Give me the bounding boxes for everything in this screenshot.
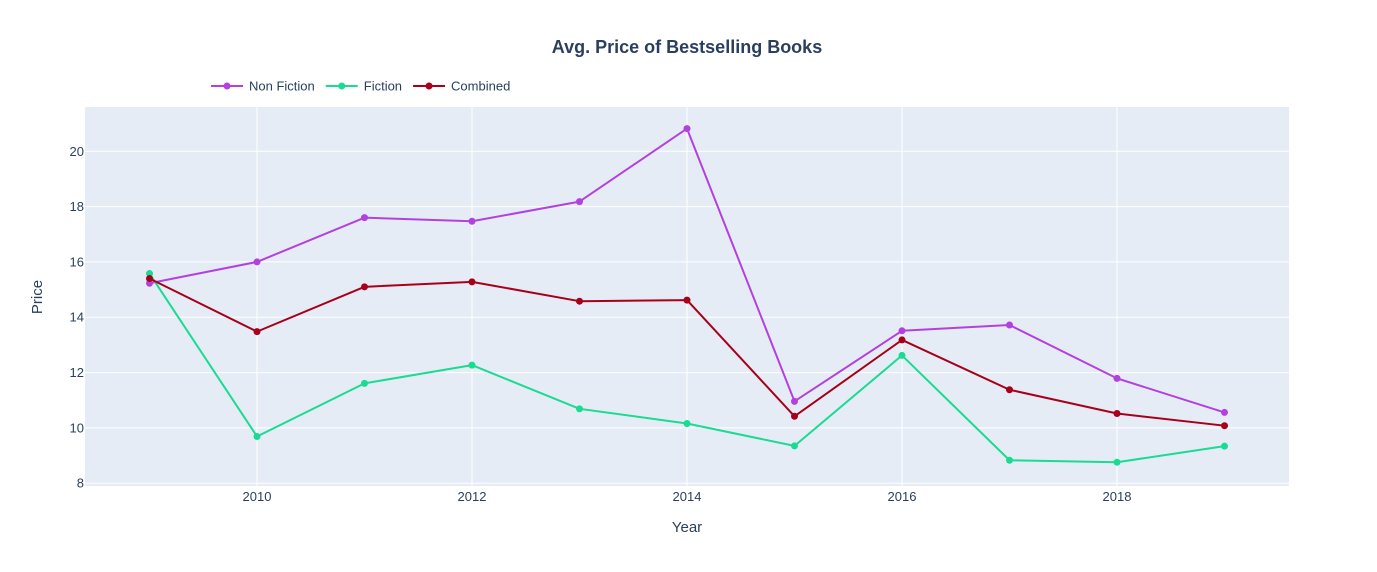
- data-point-combined[interactable]: [791, 412, 798, 420]
- legend-item-non-fiction[interactable]: Non Fiction: [211, 79, 315, 94]
- data-point-combined[interactable]: [683, 296, 691, 304]
- data-point-combined[interactable]: [1221, 422, 1228, 430]
- y-tick-label: 20: [70, 144, 84, 159]
- data-point-fiction[interactable]: [468, 361, 476, 369]
- data-point-fiction[interactable]: [253, 432, 261, 440]
- y-tick-label: 16: [70, 254, 84, 269]
- data-point-non-fiction[interactable]: [468, 217, 476, 225]
- data-point-non-fiction[interactable]: [898, 327, 906, 335]
- legend-marker-non-fiction: [223, 82, 231, 90]
- data-point-combined[interactable]: [1006, 386, 1013, 394]
- data-point-fiction[interactable]: [1006, 456, 1013, 464]
- data-point-fiction[interactable]: [1113, 458, 1121, 466]
- gridlines: [85, 107, 1289, 486]
- data-point-fiction[interactable]: [683, 419, 691, 427]
- y-tick-label: 8: [77, 476, 84, 491]
- legend-label-fiction: Fiction: [364, 79, 402, 94]
- data-point-non-fiction[interactable]: [1221, 408, 1228, 416]
- data-point-non-fiction[interactable]: [361, 214, 368, 222]
- data-point-combined[interactable]: [253, 328, 261, 336]
- legend-marker-fiction: [338, 82, 346, 90]
- x-axis-title: Year: [672, 519, 702, 536]
- data-point-combined[interactable]: [898, 336, 906, 344]
- legend: Non Fiction Fiction Combined: [211, 79, 510, 94]
- series-non-fiction: [146, 125, 1228, 416]
- data-point-combined[interactable]: [576, 297, 583, 305]
- data-point-combined[interactable]: [146, 275, 153, 283]
- data-point-non-fiction[interactable]: [683, 125, 691, 133]
- x-tick-label: 2016: [888, 489, 917, 504]
- legend-label-combined: Combined: [451, 79, 510, 94]
- y-tick-label: 12: [70, 365, 84, 380]
- x-tick-label: 2018: [1103, 489, 1132, 504]
- legend-marker-combined: [425, 82, 433, 90]
- y-tick-label: 18: [70, 199, 84, 214]
- legend-item-fiction[interactable]: Fiction: [325, 79, 402, 94]
- data-point-fiction[interactable]: [576, 405, 583, 413]
- x-tick-label: 2012: [458, 489, 487, 504]
- y-axis-title: Price: [29, 280, 46, 314]
- data-point-non-fiction[interactable]: [791, 397, 798, 405]
- series-layer: [146, 125, 1228, 466]
- chart-title: Avg. Price of Bestselling Books: [552, 37, 822, 57]
- data-point-non-fiction[interactable]: [1006, 321, 1013, 329]
- data-point-combined[interactable]: [361, 283, 368, 291]
- data-point-fiction[interactable]: [898, 351, 906, 359]
- legend-label-non-fiction: Non Fiction: [249, 79, 315, 94]
- legend-item-combined[interactable]: Combined: [413, 79, 510, 94]
- data-point-fiction[interactable]: [361, 379, 368, 387]
- data-point-combined[interactable]: [1113, 410, 1121, 418]
- x-tick-label: 2010: [243, 489, 272, 504]
- y-tick-label: 10: [70, 420, 84, 435]
- data-point-fiction[interactable]: [1221, 442, 1228, 450]
- series-combined: [146, 275, 1228, 430]
- data-point-fiction[interactable]: [791, 442, 798, 450]
- tick-labels: 2010 2012 2014 2016 2018 8 10 12 14 16 18 20: [70, 144, 1132, 504]
- data-point-non-fiction[interactable]: [253, 258, 261, 266]
- data-point-fiction[interactable]: [146, 270, 153, 278]
- data-point-non-fiction[interactable]: [1113, 374, 1121, 382]
- x-tick-label: 2014: [673, 489, 702, 504]
- data-point-non-fiction[interactable]: [576, 198, 583, 206]
- y-tick-label: 14: [70, 310, 84, 325]
- series-fiction: [146, 270, 1228, 466]
- data-point-combined[interactable]: [468, 278, 476, 286]
